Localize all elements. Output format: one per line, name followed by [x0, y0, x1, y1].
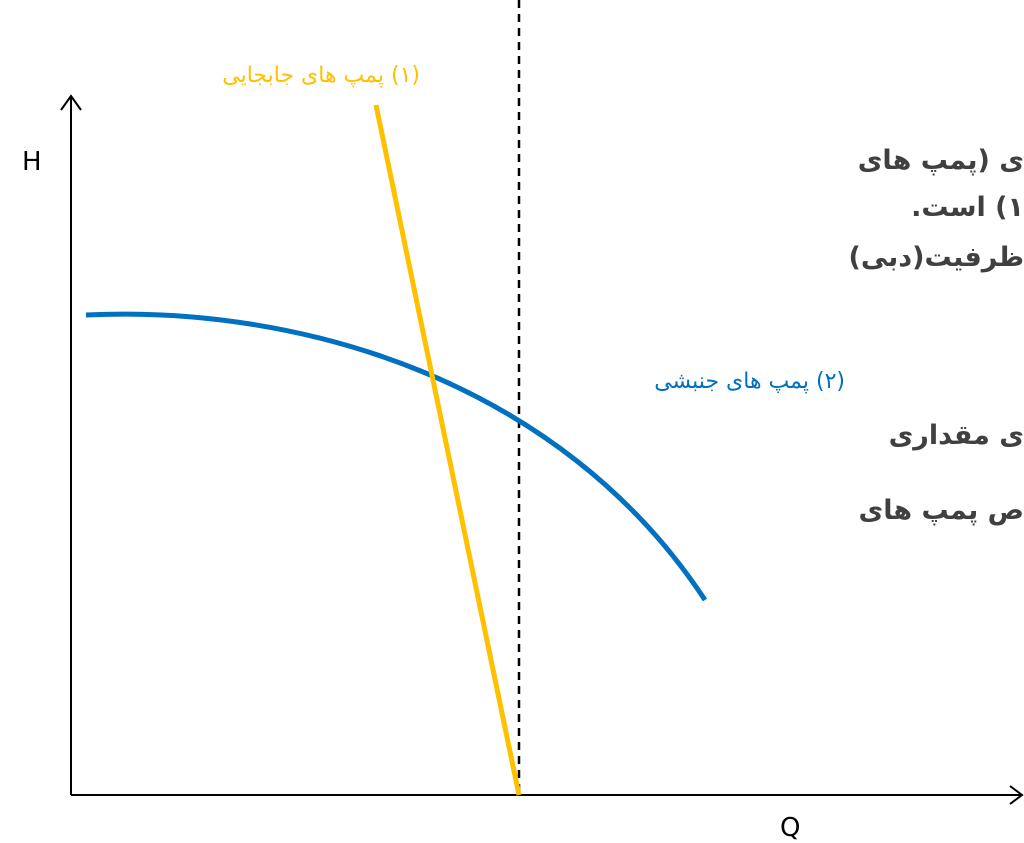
x-arrow [1009, 785, 1024, 805]
text-line: ۱) است. [911, 192, 1024, 223]
text-line: ی مقداری [888, 420, 1024, 451]
curve-label: (۲) پمپ های جنبشی [654, 369, 845, 394]
text-line: ی (پمپ های [857, 145, 1024, 176]
text-line: ص پمپ های [858, 495, 1024, 526]
displacement-line [373, 104, 522, 796]
y-arrow [60, 94, 82, 111]
curve-label: (۱) پمپ های جابجایی [222, 63, 420, 88]
y-label: H [22, 147, 42, 177]
x-label: Q [780, 813, 800, 843]
kinetic-curve [85, 311, 708, 602]
text-line: ظرفیت(دبی) [848, 242, 1024, 273]
